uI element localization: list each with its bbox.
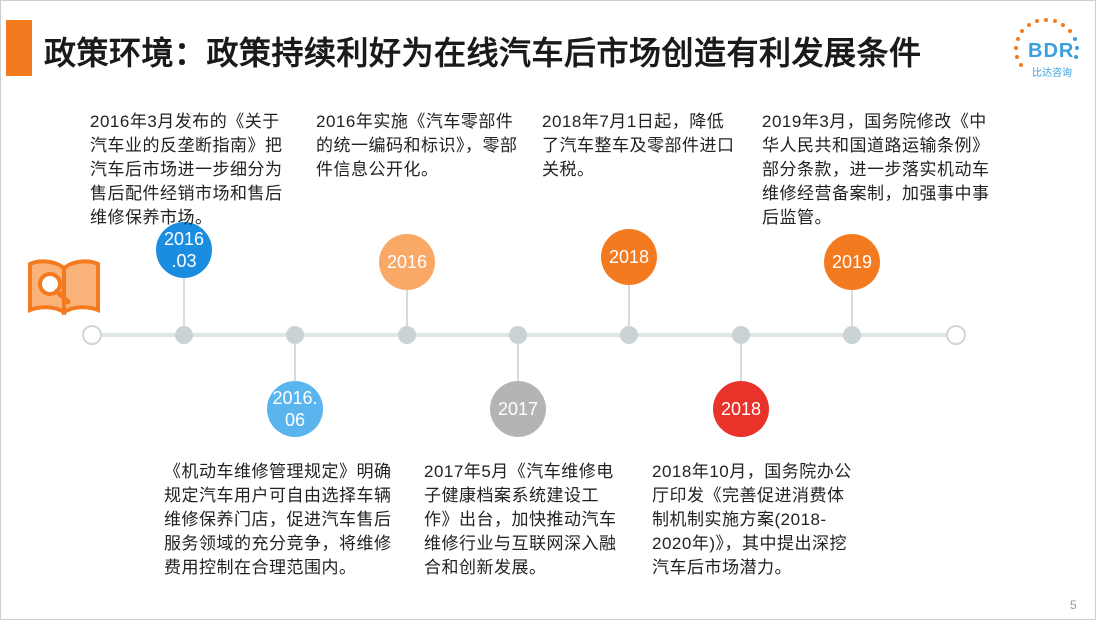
timeline-stem (628, 285, 630, 327)
year-bubble: 2018 (601, 229, 657, 285)
timeline-node (509, 326, 527, 344)
timeline-node (398, 326, 416, 344)
event-description: 2019年3月，国务院修改《中华人民共和国道路运输条例》部分条款，进一步落实机动… (762, 112, 990, 227)
timeline-stem (183, 275, 185, 327)
timeline-stem (740, 343, 742, 381)
timeline-node (732, 326, 750, 344)
book-search-icon (28, 259, 100, 316)
timeline-node (175, 326, 193, 344)
event-description: 2018年10月，国务院办公厅印发《完善促进消费体制机制实施方案(2018-20… (652, 462, 852, 577)
year-bubble: 2018 (713, 381, 769, 437)
timeline-end-node (946, 325, 966, 345)
timeline-stem (294, 343, 296, 381)
year-bubble: 2017 (490, 381, 546, 437)
logo-text: BDR (1028, 40, 1075, 62)
timeline-node (620, 326, 638, 344)
logo-subtitle: 比达咨询 (1032, 68, 1072, 79)
title-accent-bar (6, 20, 32, 76)
year-bubble: 2016 (379, 234, 435, 290)
event-description: 《机动车维修管理规定》明确规定汽车用户可自由选择车辆维修保养门店，促进汽车售后服… (164, 462, 392, 577)
event-description: 2016年实施《汽车零部件的统一编码和标识》，零部件信息公开化。 (316, 112, 518, 179)
year-bubble: 2019 (824, 234, 880, 290)
event-description: 2018年7月1日起，降低了汽车整车及零部件进口关税。 (542, 112, 735, 179)
bdr-logo-icon (1014, 18, 1079, 67)
timeline-node (843, 326, 861, 344)
event-description: 2017年5月《汽车维修电子健康档案系统建设工作》出台，加快推动汽车维修行业与互… (424, 462, 617, 577)
page-number: 5 (1070, 598, 1077, 612)
page-title: 政策环境：政策持续利好为在线汽车后市场创造有利发展条件 (44, 35, 922, 71)
timeline-start-node (82, 325, 102, 345)
timeline-stem (517, 343, 519, 381)
year-bubble: 2016 .03 (156, 222, 212, 278)
event-description: 2016年3月发布的《关于汽车业的反垄断指南》把汽车后市场进一步细分为售后配件经… (90, 112, 283, 227)
year-bubble: 2016. 06 (267, 381, 323, 437)
timeline-node (286, 326, 304, 344)
timeline-stem (406, 290, 408, 327)
timeline-stem (851, 290, 853, 327)
